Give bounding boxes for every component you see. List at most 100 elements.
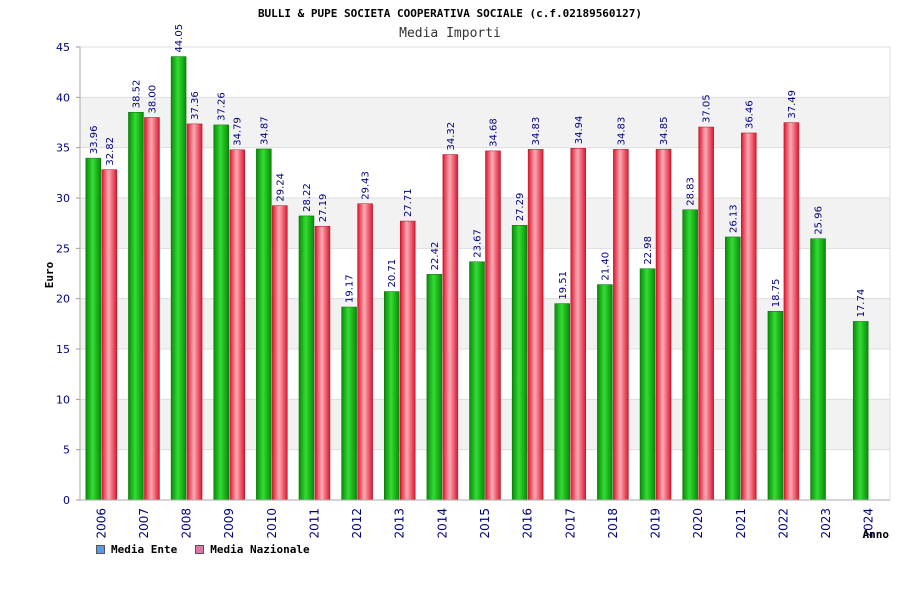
x-tick-label: 2009 <box>222 508 236 539</box>
value-label-nazionale: 29.24 <box>275 173 286 202</box>
bar-media-ente <box>725 236 741 501</box>
value-label-nazionale: 27.19 <box>318 194 329 223</box>
y-tick-label: 35 <box>56 142 70 155</box>
x-tick-label: 2022 <box>776 508 790 539</box>
bar-media-ente <box>511 225 528 501</box>
value-labels: 33.96 32.82 38.52 38.00 44.05 37.36 37.26 34.79… <box>89 24 867 317</box>
value-label-ente: 27.29 <box>515 193 526 222</box>
bar-media-nazionale <box>272 205 288 501</box>
value-label-nazionale: 37.49 <box>787 90 798 119</box>
value-label-nazionale: 37.36 <box>190 91 201 120</box>
bar-media-nazionale <box>698 126 714 501</box>
y-tick-label: 45 <box>56 41 70 54</box>
y-tick-label: 0 <box>63 494 70 507</box>
legend-swatch-nazionale <box>195 545 205 554</box>
legend-swatch-ente <box>96 545 105 554</box>
y-tick-label: 40 <box>56 91 70 104</box>
bar-media-ente <box>128 111 144 501</box>
bar-media-ente <box>85 157 102 501</box>
bar-media-ente <box>426 274 443 501</box>
x-tick-label: 2021 <box>734 508 748 539</box>
value-label-nazionale: 36.46 <box>744 100 755 129</box>
x-tick-label: 2019 <box>649 508 663 539</box>
bar-media-nazionale <box>144 117 160 501</box>
bar-media-ente <box>597 284 613 501</box>
value-label-ente: 22.42 <box>430 242 441 271</box>
value-label-ente: 33.96 <box>89 125 100 154</box>
value-label-ente: 19.51 <box>558 271 569 300</box>
value-label-ente: 26.13 <box>728 204 739 233</box>
y-tick-label: 5 <box>63 444 70 457</box>
value-label-nazionale: 32.82 <box>105 137 116 166</box>
value-label-nazionale: 34.79 <box>233 117 244 146</box>
bar-media-nazionale <box>613 149 629 501</box>
value-label-nazionale: 29.43 <box>361 171 372 200</box>
chart-title: BULLI & PUPE SOCIETA COOPERATIVA SOCIALE… <box>258 7 642 20</box>
value-label-nazionale: 34.94 <box>574 116 585 145</box>
bars-group <box>85 56 869 501</box>
x-tick-label: 2010 <box>265 508 279 539</box>
bar-media-ente <box>341 306 357 501</box>
x-tick-label: 2008 <box>180 508 194 539</box>
bar-media-nazionale <box>442 154 459 501</box>
value-label-ente: 28.22 <box>302 183 313 212</box>
legend-item-ente: Media Ente <box>96 543 177 556</box>
bar-media-nazionale <box>485 150 501 501</box>
legend-label-nazionale: Media Nazionale <box>210 543 310 556</box>
x-tick-label: 2016 <box>521 508 535 539</box>
bar-media-ente <box>682 209 698 501</box>
value-label-nazionale: 38.00 <box>147 85 158 114</box>
bar-media-ente <box>298 215 315 501</box>
value-label-ente: 19.17 <box>345 274 356 303</box>
x-tick-label: 2011 <box>307 508 321 539</box>
value-label-ente: 22.98 <box>643 236 654 265</box>
bar-media-ente <box>469 261 485 501</box>
bar-media-nazionale <box>186 123 203 501</box>
bar-media-nazionale <box>357 203 373 501</box>
value-label-ente: 23.67 <box>473 229 484 258</box>
bar-media-ente <box>170 56 187 501</box>
x-tick-label: 2023 <box>819 508 833 539</box>
x-tick-label: 2013 <box>393 508 407 539</box>
value-label-ente: 20.71 <box>387 259 398 288</box>
y-axis-label: Euro <box>43 261 56 288</box>
y-tick-label: 30 <box>56 192 70 205</box>
value-label-nazionale: 37.05 <box>702 94 713 123</box>
bar-media-ente <box>767 311 784 501</box>
value-label-ente: 37.26 <box>217 92 228 121</box>
x-tick-label: 2020 <box>691 508 705 539</box>
value-label-ente: 18.75 <box>771 279 782 308</box>
x-tick-label: 2007 <box>137 508 151 539</box>
bar-media-ente <box>852 321 869 501</box>
y-tick-label: 25 <box>56 242 70 255</box>
value-label-ente: 38.52 <box>131 80 142 109</box>
x-tick-label: 2017 <box>563 508 577 539</box>
value-label-nazionale: 34.32 <box>446 122 457 151</box>
bar-media-ente <box>810 238 826 501</box>
bar-media-nazionale <box>527 149 544 501</box>
value-label-ente: 21.40 <box>600 252 611 281</box>
bar-media-ente <box>554 303 571 501</box>
axes: 0 5 10 15 20 25 30 35 40 45 2006 2007 2008 2009 2010 20… <box>56 41 891 539</box>
bar-media-ente <box>639 268 656 501</box>
value-label-nazionale: 34.83 <box>531 117 542 146</box>
legend-item-nazionale: Media Nazionale <box>195 543 310 556</box>
x-tick-label: 2024 <box>862 508 876 539</box>
chart-subtitle: Media Importi <box>399 26 501 41</box>
legend-label-ente: Media Ente <box>111 543 178 556</box>
x-axis-label: Anno <box>863 528 890 541</box>
value-label-ente: 25.96 <box>814 206 825 235</box>
x-tick-label: 2015 <box>478 508 492 539</box>
value-label-ente: 17.74 <box>856 289 867 318</box>
y-tick-label: 15 <box>56 343 70 356</box>
bar-media-nazionale <box>101 169 118 501</box>
value-label-nazionale: 34.83 <box>616 117 627 146</box>
bar-media-nazionale <box>741 132 757 501</box>
bar-media-nazionale <box>399 220 416 501</box>
value-label-ente: 34.87 <box>259 116 270 145</box>
bar-media-nazionale <box>655 148 672 501</box>
value-label-ente: 28.83 <box>686 177 697 206</box>
y-tick-label: 20 <box>56 293 70 306</box>
value-label-nazionale: 34.85 <box>659 117 670 146</box>
